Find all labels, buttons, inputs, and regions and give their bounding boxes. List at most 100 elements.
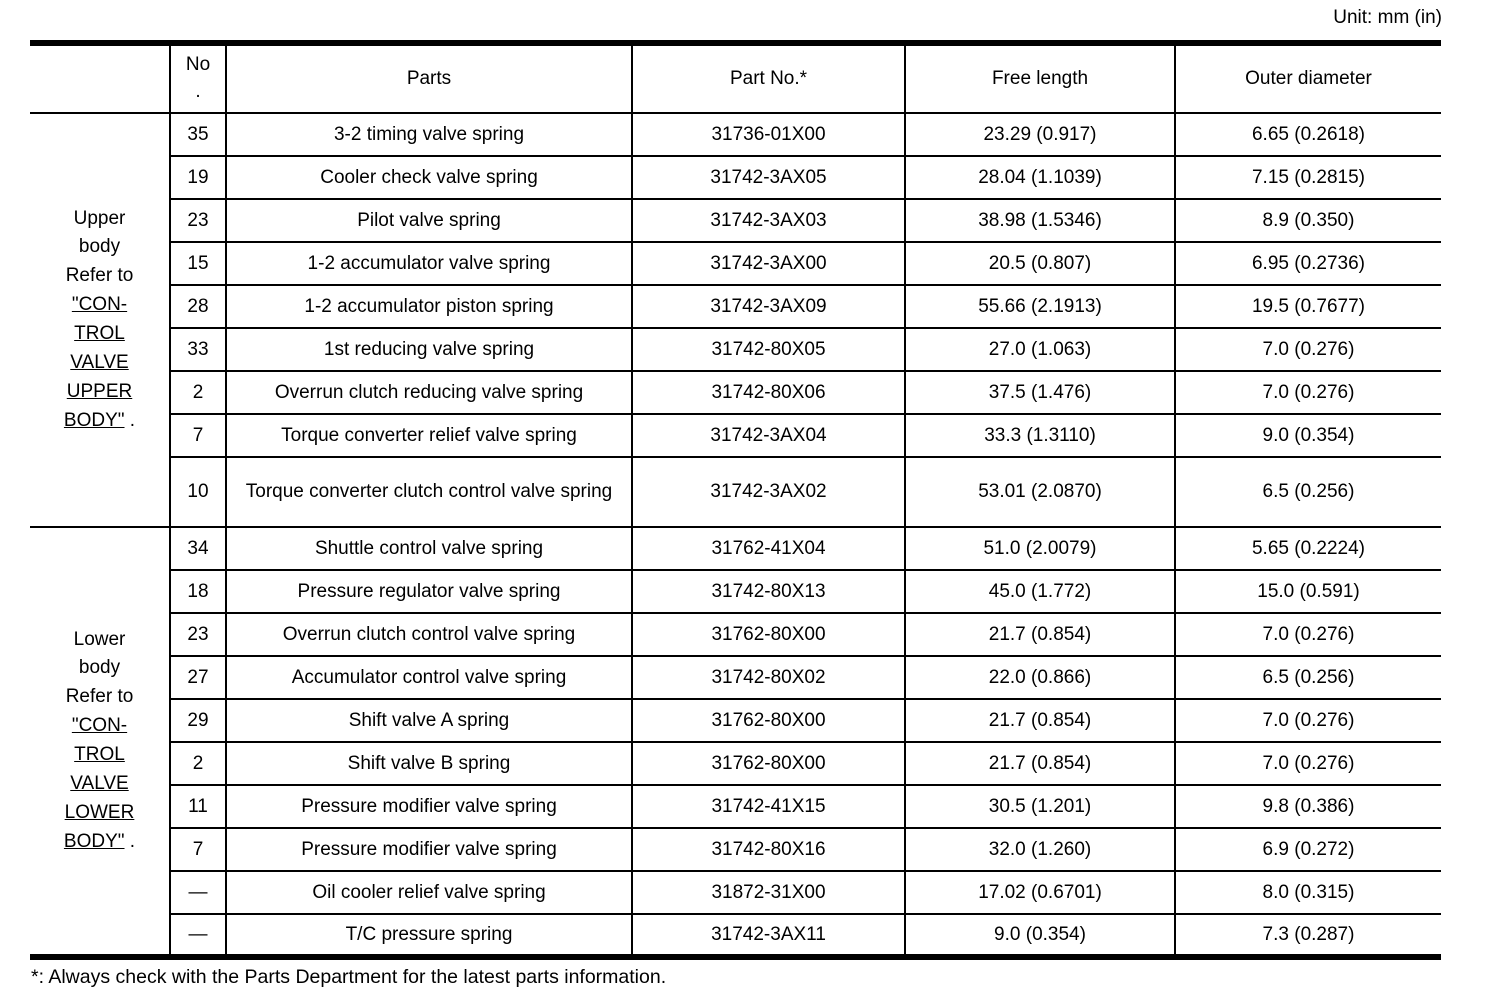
row-free-length: 23.29 (0.917) <box>904 112 1176 157</box>
row-free-length: 21.7 (0.854) <box>904 612 1176 657</box>
row-no: 35 <box>169 112 227 157</box>
row-part-no: 31742-3AX04 <box>631 413 906 458</box>
row-no: 23 <box>169 198 227 243</box>
row-part-no: 31742-80X13 <box>631 569 906 614</box>
group-label-suffix: . <box>124 830 136 852</box>
row-no: — <box>169 913 227 958</box>
row-parts: T/C pressure spring <box>225 913 633 958</box>
row-parts: Torque converter relief valve spring <box>225 413 633 458</box>
row-free-length: 17.02 (0.6701) <box>904 870 1176 915</box>
row-outer-diameter: 7.0 (0.276) <box>1174 698 1441 743</box>
table-row: 23 Pilot valve spring 31742-3AX03 38.98 … <box>30 198 1441 243</box>
row-outer-diameter: 7.15 (0.2815) <box>1174 155 1441 200</box>
row-part-no: 31742-3AX03 <box>631 198 906 243</box>
table-row: 23 Overrun clutch control valve spring 3… <box>30 612 1441 657</box>
row-no: 11 <box>169 784 227 829</box>
row-part-no: 31762-80X00 <box>631 698 906 743</box>
row-no: 27 <box>169 655 227 700</box>
row-no: 33 <box>169 327 227 372</box>
row-free-length: 53.01 (2.0870) <box>904 456 1176 528</box>
row-outer-diameter: 6.9 (0.272) <box>1174 827 1441 872</box>
row-outer-diameter: 8.0 (0.315) <box>1174 870 1441 915</box>
row-part-no: 31742-3AX11 <box>631 913 906 958</box>
row-no: 2 <box>169 370 227 415</box>
row-outer-diameter: 15.0 (0.591) <box>1174 569 1441 614</box>
table-row: 19 Cooler check valve spring 31742-3AX05… <box>30 155 1441 200</box>
row-free-length: 33.3 (1.3110) <box>904 413 1176 458</box>
row-part-no: 31742-3AX05 <box>631 155 906 200</box>
table-row: 11 Pressure modifier valve spring 31742-… <box>30 784 1441 829</box>
row-no: 10 <box>169 456 227 528</box>
row-outer-diameter: 9.8 (0.386) <box>1174 784 1441 829</box>
row-free-length: 9.0 (0.354) <box>904 913 1176 958</box>
row-part-no: 31762-80X00 <box>631 741 906 786</box>
row-part-no: 31742-80X16 <box>631 827 906 872</box>
table-row: 33 1st reducing valve spring 31742-80X05… <box>30 327 1441 372</box>
row-outer-diameter: 7.3 (0.287) <box>1174 913 1441 958</box>
group-label-text: Lower body Refer to <box>65 628 134 708</box>
group-label-upper-body: Upper body Refer to "CON- TROL VALVE UPP… <box>30 112 171 528</box>
row-free-length: 38.98 (1.5346) <box>904 198 1176 243</box>
row-free-length: 30.5 (1.201) <box>904 784 1176 829</box>
row-no: 23 <box>169 612 227 657</box>
row-part-no: 31742-80X02 <box>631 655 906 700</box>
group-label-text: Upper body Refer to <box>65 207 134 287</box>
row-free-length: 55.66 (2.1913) <box>904 284 1176 329</box>
table-row: — T/C pressure spring 31742-3AX11 9.0 (0… <box>30 913 1441 958</box>
row-parts: 1st reducing valve spring <box>225 327 633 372</box>
row-parts: 1-2 accumulator piston spring <box>225 284 633 329</box>
table-row: 15 1-2 accumulator valve spring 31742-3A… <box>30 241 1441 286</box>
row-outer-diameter: 6.65 (0.2618) <box>1174 112 1441 157</box>
table-header-row: No . Parts Part No.* Free length Outer d… <box>30 42 1441 114</box>
row-outer-diameter: 9.0 (0.354) <box>1174 413 1441 458</box>
header-group-cell <box>30 42 171 114</box>
row-part-no: 31762-80X00 <box>631 612 906 657</box>
row-parts: Pressure modifier valve spring <box>225 827 633 872</box>
row-free-length: 21.7 (0.854) <box>904 741 1176 786</box>
table-row: 18 Pressure regulator valve spring 31742… <box>30 569 1441 614</box>
row-part-no: 31742-80X05 <box>631 327 906 372</box>
row-outer-diameter: 6.5 (0.256) <box>1174 655 1441 700</box>
row-parts: Pressure regulator valve spring <box>225 569 633 614</box>
row-free-length: 20.5 (0.807) <box>904 241 1176 286</box>
group-label-suffix: . <box>124 409 136 431</box>
row-parts: Pressure modifier valve spring <box>225 784 633 829</box>
control-valve-lower-body-link[interactable]: "CON- TROL VALVE LOWER BODY" <box>63 715 135 852</box>
row-no: 18 <box>169 569 227 614</box>
table-row: 28 1-2 accumulator piston spring 31742-3… <box>30 284 1441 329</box>
control-valve-upper-body-link[interactable]: "CON- TROL VALVE UPPER BODY" <box>63 294 133 431</box>
row-part-no: 31742-3AX02 <box>631 456 906 528</box>
row-no: 28 <box>169 284 227 329</box>
header-part-no: Part No.* <box>631 42 906 114</box>
row-free-length: 32.0 (1.260) <box>904 827 1176 872</box>
row-no: 29 <box>169 698 227 743</box>
row-part-no: 31742-80X06 <box>631 370 906 415</box>
row-no: 7 <box>169 827 227 872</box>
row-no: 7 <box>169 413 227 458</box>
row-parts: Oil cooler relief valve spring <box>225 870 633 915</box>
row-outer-diameter: 7.0 (0.276) <box>1174 370 1441 415</box>
row-outer-diameter: 8.9 (0.350) <box>1174 198 1441 243</box>
row-parts: Accumulator control valve spring <box>225 655 633 700</box>
row-parts: Shift valve B spring <box>225 741 633 786</box>
row-part-no: 31742-3AX00 <box>631 241 906 286</box>
group-label-lower-body: Lower body Refer to "CON- TROL VALVE LOW… <box>30 526 171 958</box>
row-part-no: 31872-31X00 <box>631 870 906 915</box>
row-free-length: 22.0 (0.866) <box>904 655 1176 700</box>
unit-label: Unit: mm (in) <box>1333 7 1442 28</box>
row-parts: Overrun clutch reducing valve spring <box>225 370 633 415</box>
row-outer-diameter: 7.0 (0.276) <box>1174 741 1441 786</box>
row-parts: Torque converter clutch control valve sp… <box>225 456 633 528</box>
row-no: — <box>169 870 227 915</box>
table-row: — Oil cooler relief valve spring 31872-3… <box>30 870 1441 915</box>
header-no: No . <box>169 42 227 114</box>
row-part-no: 31742-3AX09 <box>631 284 906 329</box>
footnote: *: Always check with the Parts Departmen… <box>31 966 667 988</box>
table-row: 27 Accumulator control valve spring 3174… <box>30 655 1441 700</box>
row-no: 34 <box>169 526 227 571</box>
row-part-no: 31742-41X15 <box>631 784 906 829</box>
row-free-length: 27.0 (1.063) <box>904 327 1176 372</box>
row-outer-diameter: 6.5 (0.256) <box>1174 456 1441 528</box>
table-row: 7 Pressure modifier valve spring 31742-8… <box>30 827 1441 872</box>
row-free-length: 45.0 (1.772) <box>904 569 1176 614</box>
